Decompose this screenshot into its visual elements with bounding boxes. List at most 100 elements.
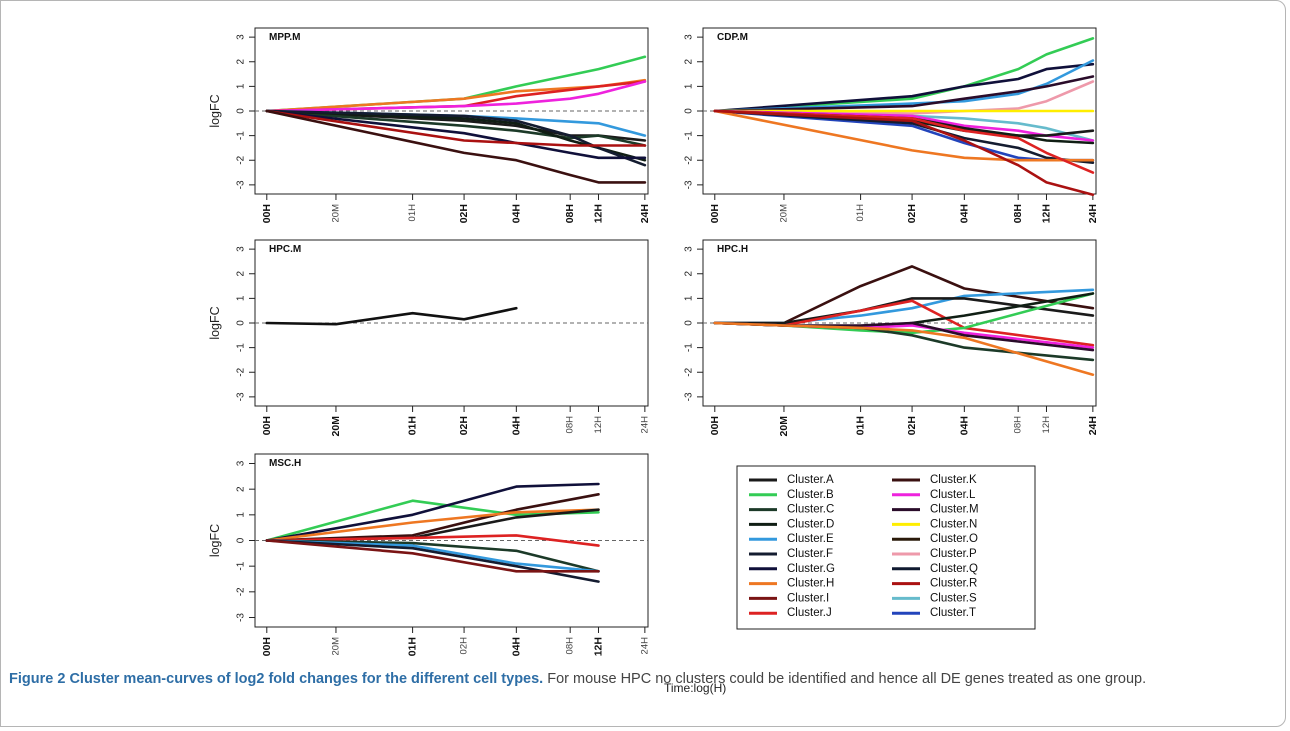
legend-item: Cluster.L	[892, 489, 976, 501]
legend-label: Cluster.I	[787, 592, 829, 604]
legend-item: Cluster.J	[749, 607, 832, 619]
legend-label: Cluster.C	[787, 504, 834, 516]
y-tick-label: -3	[236, 180, 247, 189]
x-tick-label: 02H	[906, 204, 918, 223]
legend-item: Cluster.S	[892, 592, 977, 604]
y-tick-label: 1	[236, 512, 247, 518]
chart-panels: -3 -2 -1 0 1 2 3 logFC 00H 20M 01H 02H 04H 08H 12H 24H M…	[208, 27, 1099, 656]
series-line-cluster-g	[265, 109, 647, 160]
panel-title: HPC.H	[717, 244, 748, 255]
y-tick-label: 2	[236, 271, 247, 277]
series-line-cluster-g	[265, 482, 600, 542]
y-tick-label: 2	[684, 59, 695, 65]
y-tick-label: -1	[684, 343, 695, 352]
legend-item: Cluster.I	[749, 592, 829, 604]
figure-caption: Figure 2 Cluster mean-curves of log2 fol…	[9, 669, 1277, 689]
legend-label: Cluster.G	[787, 563, 835, 575]
y-tick-label: -1	[236, 561, 247, 570]
y-tick-label: 2	[236, 486, 247, 492]
x-tick-label: 12H	[593, 416, 604, 434]
x-tick-label: 04H	[958, 416, 970, 435]
legend-label: Cluster.P	[930, 548, 977, 560]
y-tick-label: -2	[236, 155, 247, 164]
legend-box	[736, 465, 1036, 630]
y-tick-label: -1	[684, 131, 695, 140]
x-tick-label: 01H	[407, 637, 419, 656]
x-tick-label: 04H	[958, 204, 970, 223]
y-tick-label: -2	[236, 587, 247, 596]
x-tick-label: 02H	[906, 416, 918, 435]
legend-label: Cluster.Q	[930, 563, 978, 575]
y-tick-label: -3	[236, 392, 247, 401]
x-tick-label: 20M	[330, 204, 341, 223]
y-tick-label: 3	[684, 246, 695, 252]
legend-label: Cluster.E	[787, 533, 834, 545]
x-tick-label: 24H	[1087, 416, 1099, 435]
y-tick-label: 2	[236, 59, 247, 65]
y-tick-label: -3	[684, 392, 695, 401]
series-line-cluster-g	[713, 62, 1095, 113]
x-tick-label: 00H	[261, 637, 273, 656]
series-line-cluster-f	[265, 539, 600, 583]
legend-item: Cluster.B	[749, 489, 834, 501]
panel-title: CDP.M	[717, 32, 748, 43]
y-tick-label: -2	[236, 367, 247, 376]
y-tick-label: -2	[684, 367, 695, 376]
y-tick-label: 3	[684, 34, 695, 40]
legend-item: Cluster.M	[892, 504, 979, 516]
legend-item: Cluster.R	[892, 578, 977, 590]
x-tick-label: 12H	[592, 637, 604, 656]
y-tick-label: -3	[236, 613, 247, 622]
legend-item: Cluster.F	[749, 548, 833, 560]
legend-item: Cluster.T	[892, 607, 976, 619]
legend-item: Cluster.H	[749, 578, 834, 590]
x-tick-label: 04H	[510, 416, 522, 435]
chart-legend: Cluster.A Cluster.B Cluster.C Cluster.D Clus…	[736, 465, 1036, 630]
legend-label: Cluster.T	[930, 607, 976, 619]
series-line-cluster-j	[713, 109, 1095, 174]
legend-label: Cluster.L	[930, 489, 976, 501]
x-tick-label: 12H	[1041, 416, 1052, 434]
legend-item: Cluster.C	[749, 504, 834, 516]
legend-label: Cluster.H	[787, 578, 834, 590]
series-line-cluster-h	[713, 321, 1095, 377]
x-tick-label: 00H	[261, 416, 273, 435]
series-line-cluster-i	[265, 539, 600, 573]
y-tick-label: 1	[684, 295, 695, 301]
caption-label: Figure 2	[9, 671, 66, 687]
series-line-cluster-j	[265, 534, 600, 547]
legend-label: Cluster.R	[930, 578, 977, 590]
x-tick-label: 08H	[565, 416, 576, 434]
y-tick-label: -1	[236, 131, 247, 140]
x-tick-label: 00H	[709, 416, 721, 435]
chart-panel-4: -3 -2 -1 0 1 2 3 00H 20M 01H 02H 04H 08H 12H 24H HPC.H	[684, 239, 1099, 436]
series-line-cluster-f	[265, 109, 647, 167]
x-tick-label: 24H	[1087, 204, 1099, 223]
y-tick-label: 1	[684, 83, 695, 89]
x-tick-label: 01H	[407, 204, 418, 222]
legend-item: Cluster.Q	[892, 563, 978, 575]
legend-item: Cluster.O	[892, 533, 978, 545]
time-axis-note: Time:log(H)	[664, 681, 726, 695]
caption-text: For mouse HPC no clusters could be ident…	[547, 671, 1147, 687]
x-tick-label: 24H	[639, 416, 650, 434]
chart-panel-5: -3 -2 -1 0 1 2 3 logFC 00H 20M 01H 02H 04H 08H 12H 24H M…	[208, 453, 650, 656]
x-tick-label: 00H	[709, 204, 721, 223]
series-line-cluster-e	[713, 59, 1095, 113]
x-tick-label: 01H	[407, 416, 419, 435]
panel-title: MPP.M	[269, 32, 301, 43]
y-axis-label: logFC	[208, 524, 222, 557]
chart-panel-2: -3 -2 -1 0 1 2 3 00H 20M 01H 02H 04H 08H 12H 24H CDP.M	[684, 27, 1099, 223]
x-tick-label: 24H	[639, 637, 650, 655]
legend-item: Cluster.A	[749, 474, 834, 486]
legend-item: Cluster.K	[892, 474, 977, 486]
y-tick-label: 0	[236, 537, 247, 543]
caption-title: Cluster mean-curves of log2 fold changes…	[69, 671, 544, 687]
x-tick-label: 02H	[458, 416, 470, 435]
y-tick-label: 1	[236, 83, 247, 89]
y-tick-label: 0	[684, 320, 695, 326]
chart-panel-1: -3 -2 -1 0 1 2 3 logFC 00H 20M 01H 02H 04H 08H 12H 24H M…	[208, 27, 651, 223]
x-tick-label: 00H	[261, 204, 273, 223]
series-line-cluster-m	[713, 75, 1095, 113]
